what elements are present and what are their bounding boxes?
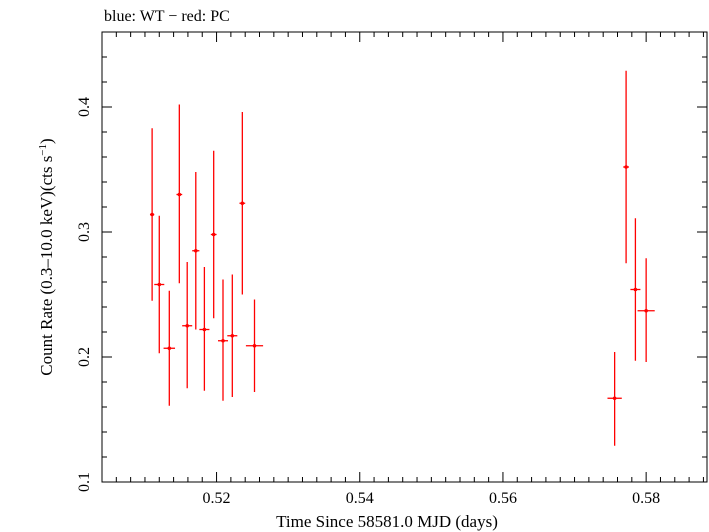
data-marker [644,308,648,313]
data-point [607,352,622,446]
x-axis: 0.52 0.54 0.56 0.58 [101,32,704,507]
y-tick-label: 0.4 [76,97,93,117]
data-point [154,215,165,354]
data-marker [230,333,235,338]
data-point [623,70,629,264]
data-point [192,172,200,330]
data-marker [202,327,207,332]
x-tick-label: 0.52 [203,490,231,507]
data-point [227,274,238,397]
data-point [630,218,641,361]
x-tick-label: 0.58 [632,490,660,507]
data-marker [177,192,182,197]
plot-frame [101,31,708,483]
data-marker [633,287,638,292]
data-marker [252,343,257,348]
x-tick-label: 0.56 [489,490,517,507]
x-tick-label: 0.54 [346,490,374,507]
data-point [182,262,193,389]
data-marker [221,338,225,343]
data-point [210,150,217,319]
y-tick-label: 0.2 [76,347,93,367]
data-marker [185,323,190,328]
data-marker [193,248,198,253]
data-marker [624,165,628,169]
data-marker [240,201,245,206]
data-marker [211,232,216,237]
y-tick-label: 0.3 [76,222,93,242]
data-series-pc [149,70,655,446]
data-point [217,279,229,401]
data-point [149,128,155,301]
data-point [176,104,183,284]
data-marker [167,346,172,351]
x-axis-label: Time Since 58581.0 MJD (days) [276,512,498,531]
data-point [637,258,655,362]
y-axis-label-main: Count Rate (0.3–10.0 keV)(cts s [37,156,56,376]
chart-title: blue: WT − red: PC [104,8,230,25]
y-axis: 0.1 0.2 0.3 0.4 [76,31,707,492]
data-marker [612,396,617,401]
data-point [245,299,264,392]
y-axis-label-close: ) [37,138,56,144]
data-point [163,290,176,406]
y-tick-label: 0.1 [76,472,93,492]
data-point [239,112,246,295]
data-marker [150,212,154,217]
data-point [199,267,210,391]
y-axis-label-exponent: −1 [37,144,49,156]
y-axis-label: Count Rate (0.3–10.0 keV)(cts s−1) [37,138,56,375]
data-marker [157,282,162,287]
